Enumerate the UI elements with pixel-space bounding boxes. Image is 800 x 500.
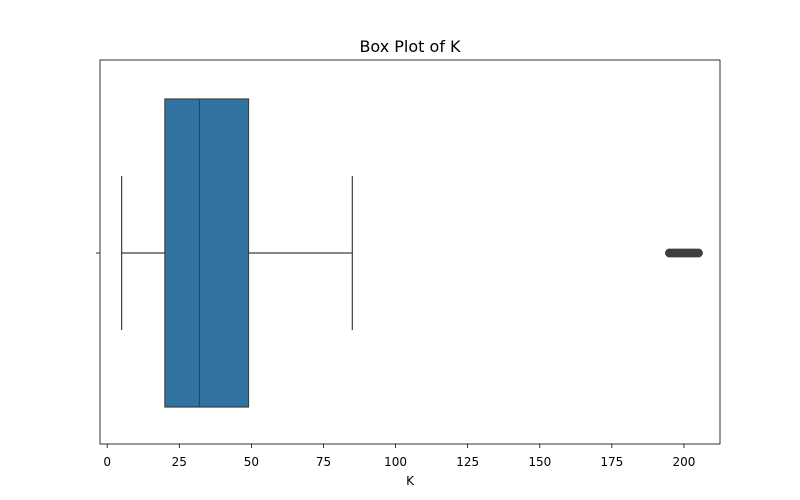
x-tick-label: 200 xyxy=(673,455,696,469)
x-tick-label: 100 xyxy=(384,455,407,469)
iqr-box xyxy=(164,98,250,408)
plot-frame xyxy=(99,59,721,445)
x-tick-label: 50 xyxy=(244,455,259,469)
x-tick-label: 0 xyxy=(103,455,111,469)
x-axis: 0 25 50 75 100 125 150 175 200 xyxy=(103,444,695,469)
x-tick-label: 25 xyxy=(172,455,187,469)
chart-title: Box Plot of K xyxy=(359,37,461,56)
x-tick-label: 150 xyxy=(528,455,551,469)
x-tick-label: 125 xyxy=(456,455,479,469)
outlier-group xyxy=(665,248,703,258)
outlier-point xyxy=(693,248,703,258)
box-group xyxy=(121,98,353,408)
x-tick-label: 75 xyxy=(316,455,331,469)
x-axis-label: K xyxy=(406,474,415,488)
x-tick-label: 175 xyxy=(600,455,623,469)
